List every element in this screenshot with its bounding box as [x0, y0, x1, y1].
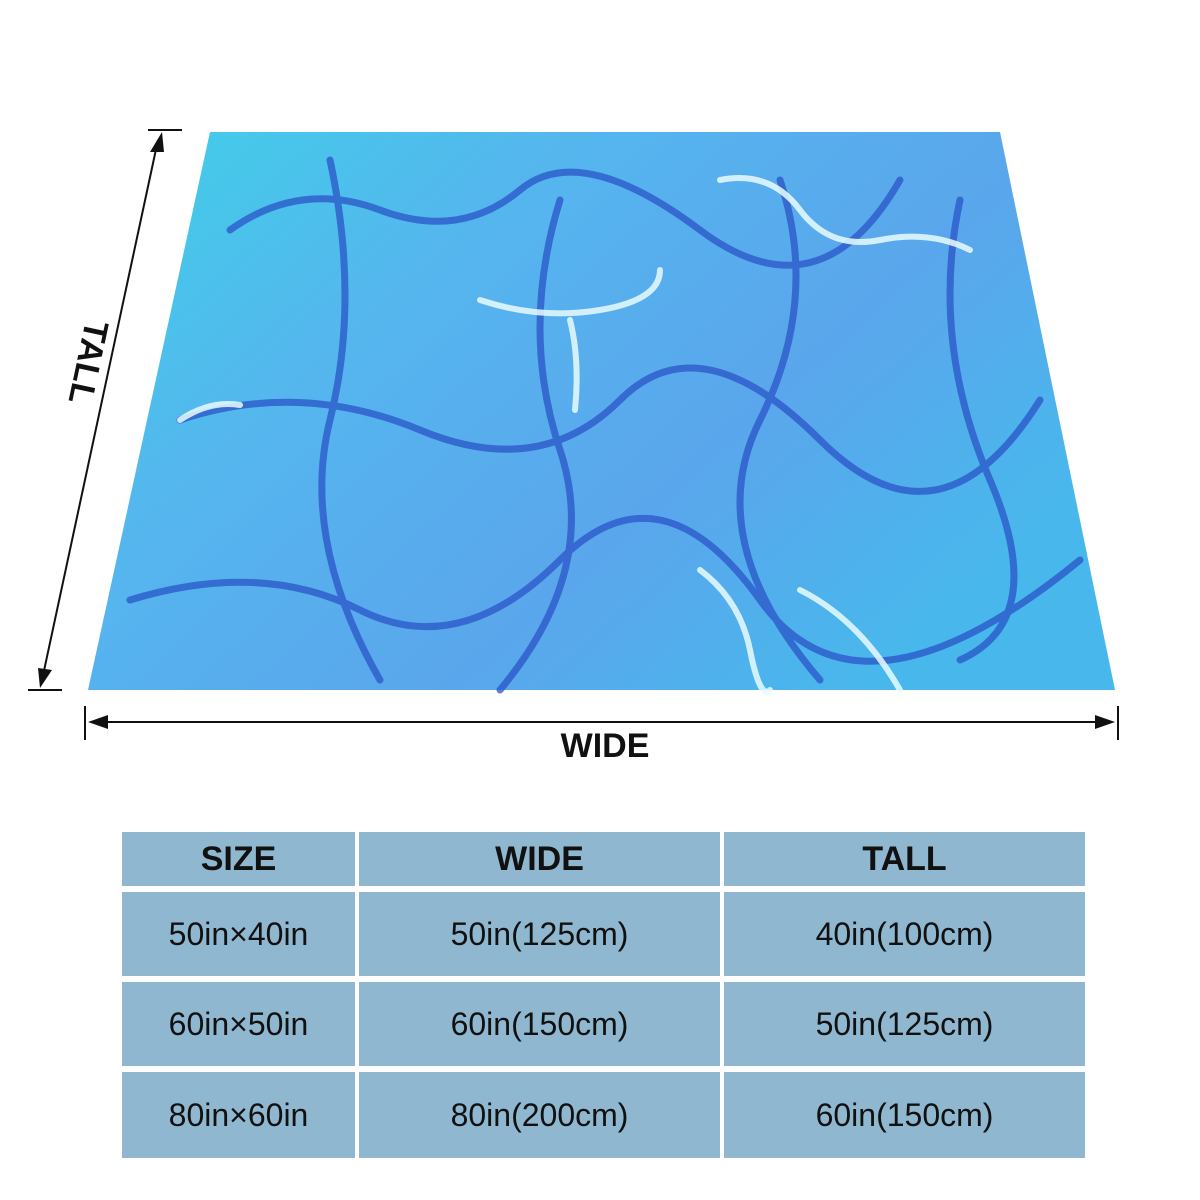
table-cell: 60in(150cm) [359, 982, 720, 1066]
table-cell: 50in(125cm) [724, 982, 1085, 1066]
blanket-illustration: TALL WIDE [28, 129, 1119, 765]
blanket [88, 132, 1115, 690]
table-cell: 80in×60in [122, 1072, 355, 1158]
header-cell: SIZE [122, 832, 355, 886]
veins [126, 156, 1084, 694]
tall-label: TALL [61, 317, 116, 407]
table-cell: 60in(150cm) [724, 1072, 1085, 1158]
wide-label: WIDE [561, 727, 650, 765]
header-cell: TALL [724, 832, 1085, 886]
table-cell: 60in×50in [122, 982, 355, 1066]
table-cell: 40in(100cm) [724, 892, 1085, 976]
table-cell: 80in(200cm) [359, 1072, 720, 1158]
dimension-arrows [28, 129, 1119, 740]
table-cell: 50in(125cm) [359, 892, 720, 976]
table-cell: 50in×40in [122, 892, 355, 976]
header-cell: WIDE [359, 832, 720, 886]
highlights [177, 175, 973, 695]
